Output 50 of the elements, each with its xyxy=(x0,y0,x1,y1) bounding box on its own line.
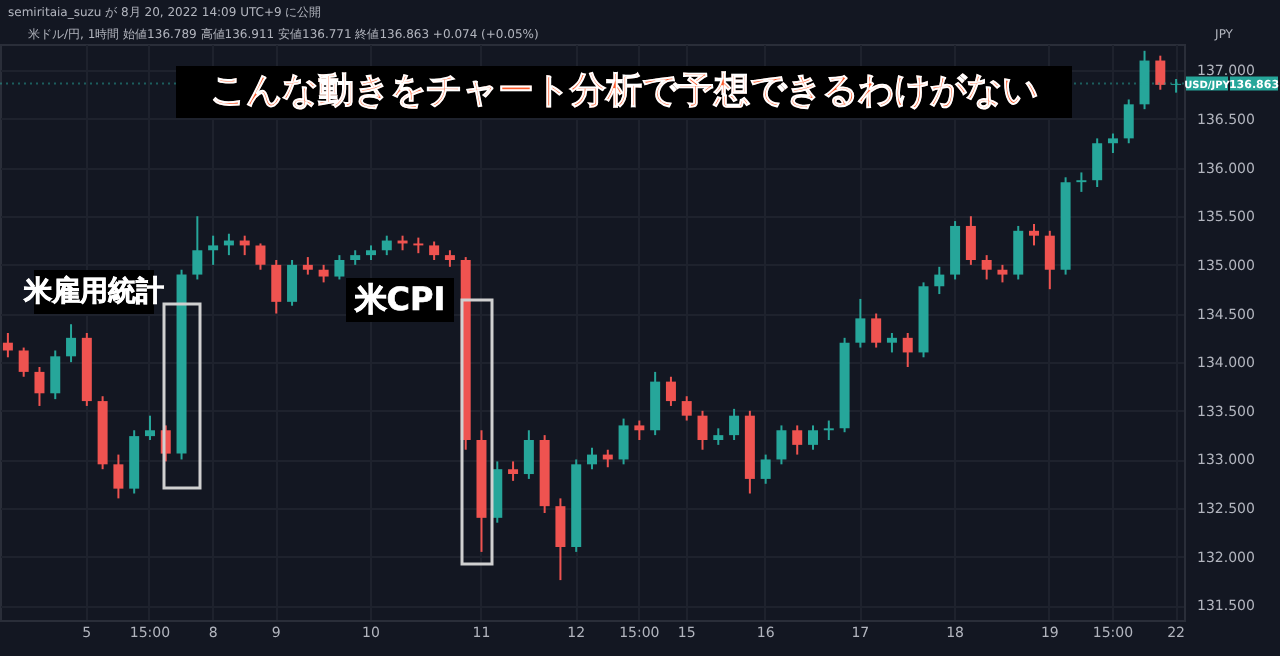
candlestick xyxy=(523,429,534,480)
candlestick xyxy=(381,234,392,257)
candlestick xyxy=(113,453,124,500)
candlestick xyxy=(192,215,203,281)
annotation: 米CPI xyxy=(352,280,446,318)
candlestick xyxy=(808,424,819,451)
candlestick xyxy=(1092,137,1103,189)
candlestick xyxy=(1076,171,1087,193)
candlestick xyxy=(1013,224,1024,281)
candlestick xyxy=(587,446,597,471)
candlestick xyxy=(1044,229,1055,291)
candlestick xyxy=(1139,49,1150,111)
candlestick xyxy=(634,419,645,441)
candlestick xyxy=(1029,223,1040,247)
candlestick xyxy=(144,414,155,441)
candlestick xyxy=(255,242,266,271)
candlestick xyxy=(902,331,913,369)
candlestick xyxy=(697,409,708,451)
candlestick xyxy=(729,407,740,441)
candlestick xyxy=(681,395,692,422)
candlestick xyxy=(665,375,676,407)
candlestick xyxy=(855,297,866,349)
candlestick xyxy=(429,240,440,261)
candlestick xyxy=(792,424,803,456)
annotation: こんな動きをチャート分析で予想できるわけがない xyxy=(210,70,1038,112)
candlestick xyxy=(965,215,976,266)
candlestick xyxy=(1155,54,1166,91)
candlestick xyxy=(334,254,345,281)
candlestick xyxy=(34,366,45,407)
candlestick xyxy=(508,460,519,482)
candlestick xyxy=(271,259,282,315)
candlestick xyxy=(934,265,945,296)
candlestick xyxy=(287,259,298,307)
candlestick xyxy=(760,453,771,485)
candlestick xyxy=(776,424,787,466)
candlestick xyxy=(208,234,219,266)
candlestick xyxy=(886,331,897,354)
candlestick xyxy=(981,254,992,281)
candlestick xyxy=(2,331,13,359)
candlestick xyxy=(1123,98,1134,145)
candlestick xyxy=(618,417,629,466)
candlestick xyxy=(50,349,61,401)
annotation: 米雇用統計 xyxy=(22,274,164,308)
candlestick xyxy=(555,497,566,582)
candlestick xyxy=(1171,78,1182,94)
candlestick xyxy=(1107,132,1118,154)
candlestick xyxy=(823,419,834,441)
candlestick xyxy=(871,312,882,349)
candlestick xyxy=(18,346,29,378)
candlestick xyxy=(66,323,77,364)
